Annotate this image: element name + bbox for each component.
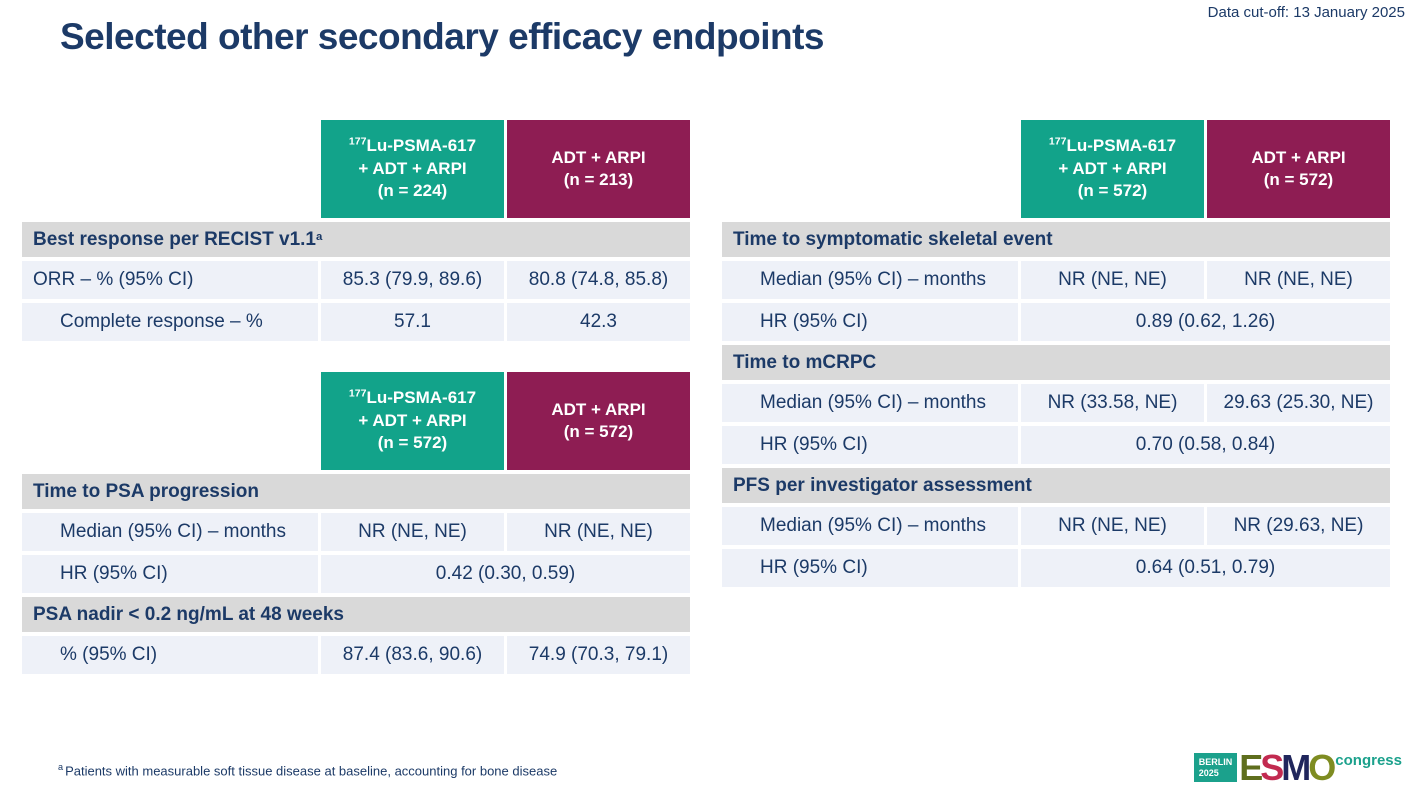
value-cell-treatment: NR (NE, NE): [1021, 507, 1204, 545]
isotope-superscript: 177: [1048, 135, 1067, 148]
section-header-psa-progression: Time to PSA progression: [22, 474, 690, 509]
control-arm-n: (n = 213): [563, 170, 634, 189]
control-arm-line1: ADT + ARPI: [551, 147, 646, 167]
isotope-superscript: 177: [348, 135, 367, 148]
value-cell-control: NR (29.63, NE): [1207, 507, 1390, 545]
row-label: Median (95% CI) – months: [722, 384, 1018, 422]
row-label: HR (95% CI): [22, 555, 318, 593]
treatment-arm-line2: + ADT + ARPI: [358, 158, 467, 178]
row-label: Median (95% CI) – months: [722, 261, 1018, 299]
esmo-wordmark: E S M O: [1239, 746, 1336, 788]
footnote-marker: a: [58, 762, 64, 772]
column-header-control: ADT + ARPI (n = 213): [507, 120, 690, 218]
row-label: HR (95% CI): [722, 426, 1018, 464]
value-cell-control: 29.63 (25.30, NE): [1207, 384, 1390, 422]
row-label: Complete response – %: [22, 303, 318, 341]
row-label: HR (95% CI): [722, 549, 1018, 587]
section-header-psa-nadir: PSA nadir < 0.2 ng/mL at 48 weeks: [22, 597, 690, 632]
value-cell-treatment: NR (NE, NE): [321, 513, 504, 551]
section-header-mcrpc: Time to mCRPC: [722, 345, 1390, 380]
section-header-pfs: PFS per investigator assessment: [722, 468, 1390, 503]
table-row-median: Median (95% CI) – months NR (NE, NE) NR …: [722, 261, 1390, 299]
header-spacer: [722, 120, 1018, 218]
berlin-2025-badge: BERLIN 2025: [1193, 753, 1238, 783]
column-header-treatment: 177Lu-PSMA-617 + ADT + ARPI (n = 572): [1021, 120, 1204, 218]
row-label: % (95% CI): [22, 636, 318, 674]
table-right-header-row: 177Lu-PSMA-617 + ADT + ARPI (n = 572) AD…: [722, 120, 1390, 218]
control-arm-n: (n = 572): [563, 422, 634, 441]
control-arm-line1: ADT + ARPI: [1251, 147, 1346, 167]
value-cell-treatment: 85.3 (79.9, 89.6): [321, 261, 504, 299]
value-cell-control: NR (NE, NE): [507, 513, 690, 551]
row-label: ORR – % (95% CI): [22, 261, 318, 299]
table-recist: 177Lu-PSMA-617 + ADT + ARPI (n = 224) AD…: [22, 120, 690, 341]
control-arm-n: (n = 572): [1263, 170, 1334, 189]
page-title: Selected other secondary efficacy endpoi…: [60, 16, 824, 57]
header-spacer: [22, 120, 318, 218]
value-cell-hr: 0.64 (0.51, 0.79): [1021, 549, 1390, 587]
table-row-complete-response: Complete response – % 57.1 42.3: [22, 303, 690, 341]
table-row-median: Median (95% CI) – months NR (NE, NE) NR …: [22, 513, 690, 551]
treatment-arm-n: (n = 224): [377, 181, 448, 201]
value-cell-control: 80.8 (74.8, 85.8): [507, 261, 690, 299]
table-row-median: Median (95% CI) – months NR (33.58, NE) …: [722, 384, 1390, 422]
esmo-congress-logo: BERLIN 2025 E S M O congress: [1193, 746, 1402, 788]
treatment-arm-line1: 177Lu-PSMA-617: [348, 135, 477, 156]
treatment-arm-line2: + ADT + ARPI: [358, 410, 467, 430]
table-row-orr: ORR – % (95% CI) 85.3 (79.9, 89.6) 80.8 …: [22, 261, 690, 299]
value-cell-hr: 0.89 (0.62, 1.26): [1021, 303, 1390, 341]
congress-label: congress: [1335, 751, 1402, 769]
table-time-to-event: 177Lu-PSMA-617 + ADT + ARPI (n = 572) AD…: [722, 120, 1390, 587]
row-label: HR (95% CI): [722, 303, 1018, 341]
table-row-pct: % (95% CI) 87.4 (83.6, 90.6) 74.9 (70.3,…: [22, 636, 690, 674]
treatment-arm-n: (n = 572): [1077, 181, 1148, 201]
value-cell-control: NR (NE, NE): [1207, 261, 1390, 299]
table-row-hr: HR (95% CI) 0.70 (0.58, 0.84): [722, 426, 1390, 464]
value-cell-control: 74.9 (70.3, 79.1): [507, 636, 690, 674]
value-cell-treatment: 57.1: [321, 303, 504, 341]
value-cell-hr: 0.70 (0.58, 0.84): [1021, 426, 1390, 464]
table-psa: 177Lu-PSMA-617 + ADT + ARPI (n = 572) AD…: [22, 372, 690, 674]
treatment-arm-n: (n = 572): [377, 433, 448, 453]
table-row-hr: HR (95% CI) 0.89 (0.62, 1.26): [722, 303, 1390, 341]
treatment-arm-line1: 177Lu-PSMA-617: [348, 387, 477, 408]
data-cutoff-label: Data cut-off: 13 January 2025: [1207, 4, 1405, 21]
treatment-arm-line2: + ADT + ARPI: [1058, 158, 1167, 178]
treatment-arm-line1: 177Lu-PSMA-617: [1048, 135, 1177, 156]
column-header-treatment: 177Lu-PSMA-617 + ADT + ARPI (n = 224): [321, 120, 504, 218]
footnote-marker-superscript: a: [316, 230, 323, 243]
table-row-median: Median (95% CI) – months NR (NE, NE) NR …: [722, 507, 1390, 545]
column-header-control: ADT + ARPI (n = 572): [507, 372, 690, 470]
row-label: Median (95% CI) – months: [22, 513, 318, 551]
value-cell-control: 42.3: [507, 303, 690, 341]
header-spacer: [22, 372, 318, 470]
value-cell-treatment: 87.4 (83.6, 90.6): [321, 636, 504, 674]
table-row-hr: HR (95% CI) 0.64 (0.51, 0.79): [722, 549, 1390, 587]
value-cell-treatment: NR (NE, NE): [1021, 261, 1204, 299]
control-arm-line1: ADT + ARPI: [551, 399, 646, 419]
section-header-best-response: Best response per RECIST v1.1 a: [22, 222, 690, 257]
table-recist-header-row: 177Lu-PSMA-617 + ADT + ARPI (n = 224) AD…: [22, 120, 690, 218]
value-cell-treatment: NR (33.58, NE): [1021, 384, 1204, 422]
section-header-sse: Time to symptomatic skeletal event: [722, 222, 1390, 257]
footnote: a Patients with measurable soft tissue di…: [58, 762, 558, 779]
table-row-hr: HR (95% CI) 0.42 (0.30, 0.59): [22, 555, 690, 593]
value-cell-hr: 0.42 (0.30, 0.59): [321, 555, 690, 593]
table-psa-header-row: 177Lu-PSMA-617 + ADT + ARPI (n = 572) AD…: [22, 372, 690, 470]
row-label: Median (95% CI) – months: [722, 507, 1018, 545]
column-header-treatment: 177Lu-PSMA-617 + ADT + ARPI (n = 572): [321, 372, 504, 470]
isotope-superscript: 177: [348, 387, 367, 400]
column-header-control: ADT + ARPI (n = 572): [1207, 120, 1390, 218]
